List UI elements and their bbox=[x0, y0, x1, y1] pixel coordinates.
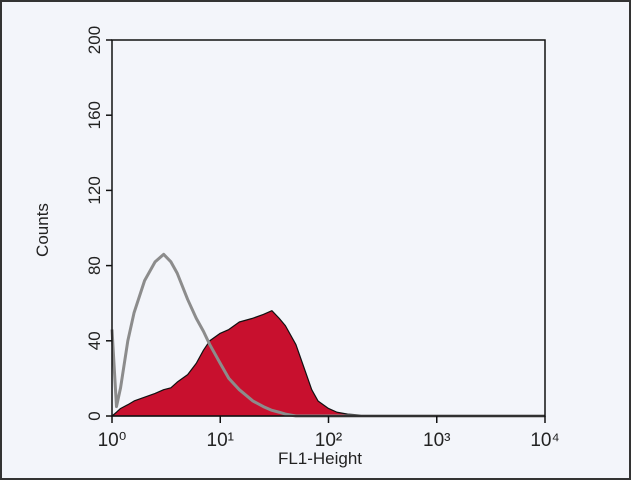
x-tick-label: 10² bbox=[315, 430, 342, 451]
histogram-area bbox=[111, 310, 546, 417]
x-tick-label: 10¹ bbox=[207, 430, 234, 451]
x-axis-label: FL1-Height bbox=[278, 449, 362, 468]
y-tick-label: 160 bbox=[85, 101, 104, 129]
y-tick-label: 40 bbox=[85, 331, 104, 350]
x-tick-label: 10³ bbox=[423, 430, 450, 451]
x-tick-label: 10⁴ bbox=[530, 430, 559, 451]
y-axis-label: Counts bbox=[33, 203, 52, 257]
x-tick-label: 10⁰ bbox=[98, 430, 127, 451]
y-tick-label: 0 bbox=[85, 411, 104, 420]
y-tick-label: 80 bbox=[85, 256, 104, 275]
y-tick-label: 120 bbox=[85, 176, 104, 204]
y-tick-label: 200 bbox=[85, 26, 104, 54]
